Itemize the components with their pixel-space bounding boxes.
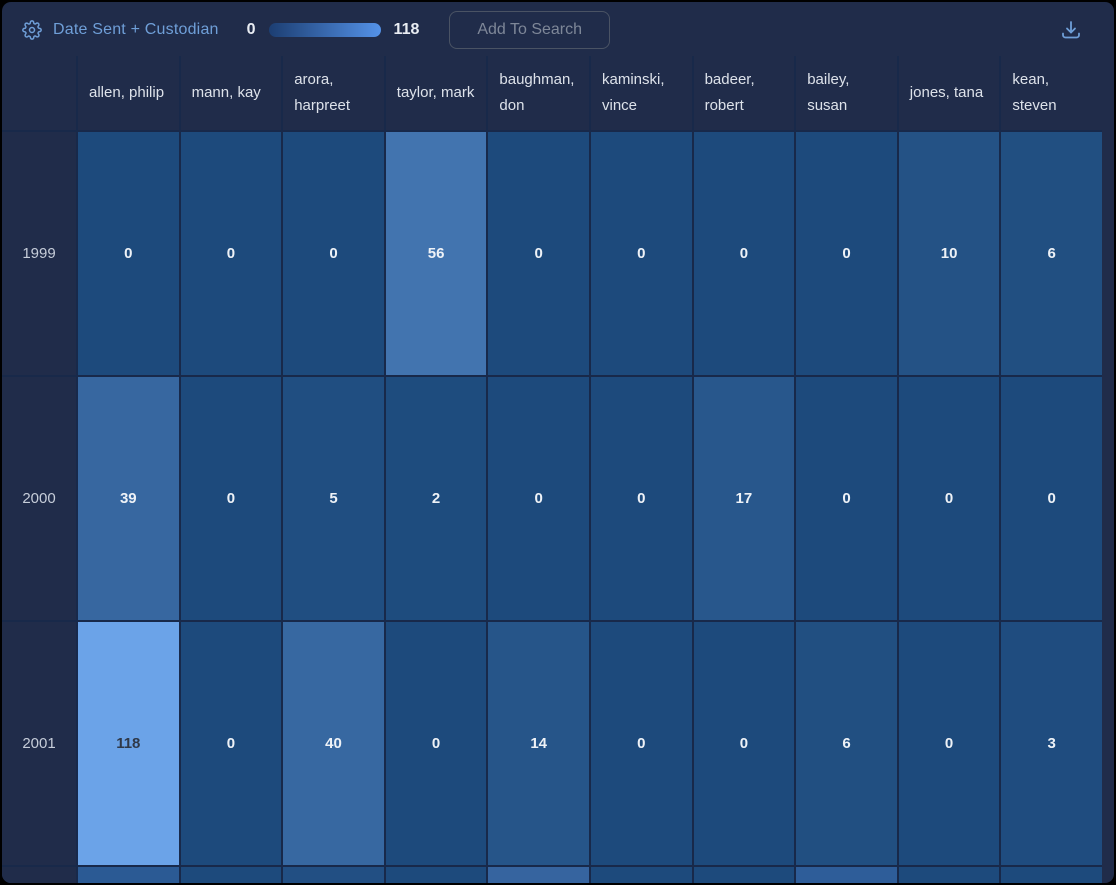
- heatmap-cell-partial[interactable]: [898, 867, 1000, 883]
- legend-min-value: 0: [246, 21, 256, 38]
- heatmap-cell[interactable]: 6: [796, 622, 897, 865]
- column-header-custodian[interactable]: allen, philip: [78, 56, 179, 130]
- download-icon[interactable]: [1058, 17, 1084, 43]
- heatmap-cell[interactable]: 40: [283, 622, 384, 865]
- heatmap-cell[interactable]: 0: [78, 132, 179, 375]
- legend-max-value: 118: [393, 21, 420, 38]
- heatmap-grid: allen, philip mann, kay arora, harpreet tay…: [2, 56, 1102, 883]
- heatmap-cell[interactable]: 0: [488, 132, 589, 375]
- column-header-custodian[interactable]: kaminski, vince: [590, 56, 692, 130]
- heatmap-cell-partial[interactable]: [1001, 867, 1102, 883]
- heatmap-cell[interactable]: 0: [180, 622, 282, 865]
- heatmap-cell[interactable]: 0: [796, 132, 897, 375]
- visualization-config: Date Sent + Custodian: [22, 20, 219, 40]
- heatmap-cell[interactable]: 0: [693, 132, 795, 375]
- heatmap-cell[interactable]: 56: [385, 132, 487, 375]
- heatmap-cell[interactable]: 0: [180, 377, 282, 620]
- heatmap-cell[interactable]: 0: [1001, 377, 1102, 620]
- heatmap-cell[interactable]: 2: [385, 377, 487, 620]
- row-label-partial: [2, 867, 76, 883]
- color-gradient-bar: [268, 23, 381, 37]
- heatmap-cell[interactable]: 0: [796, 377, 897, 620]
- toolbar: Date Sent + Custodian 0 118 Add To Searc…: [2, 2, 1114, 56]
- visualization-title: Date Sent + Custodian: [53, 21, 219, 38]
- heatmap-cell[interactable]: 0: [590, 132, 692, 375]
- heatmap-cell[interactable]: 10: [898, 132, 1000, 375]
- column-header-custodian[interactable]: taylor, mark: [385, 56, 487, 130]
- heatmap-cell-partial[interactable]: [385, 867, 487, 883]
- heatmap-cell[interactable]: 3: [1001, 622, 1102, 865]
- heatmap-cell[interactable]: 0: [488, 377, 589, 620]
- column-header-custodian[interactable]: mann, kay: [180, 56, 282, 130]
- gear-icon[interactable]: [22, 20, 42, 40]
- heatmap-cell[interactable]: 14: [488, 622, 589, 865]
- heatmap-cell-partial[interactable]: [796, 867, 897, 883]
- column-header-custodian[interactable]: badeer, robert: [693, 56, 795, 130]
- column-header-custodian[interactable]: baughman, don: [488, 56, 589, 130]
- heatmap-cell-partial[interactable]: [693, 867, 795, 883]
- heatmap-cell[interactable]: 0: [590, 622, 692, 865]
- heatmap-cell[interactable]: 0: [180, 132, 282, 375]
- heatmap-cell[interactable]: 0: [590, 377, 692, 620]
- column-header-custodian[interactable]: kean, steven: [1001, 56, 1102, 130]
- heatmap-cell-partial[interactable]: [78, 867, 179, 883]
- heatmap-cell[interactable]: 118: [78, 622, 179, 865]
- column-header-custodian[interactable]: bailey, susan: [796, 56, 897, 130]
- column-header-custodian[interactable]: jones, tana: [898, 56, 1000, 130]
- color-scale-legend: 0 118: [247, 21, 420, 39]
- heatmap-cell-partial[interactable]: [180, 867, 282, 883]
- heatmap-cell-partial[interactable]: [283, 867, 384, 883]
- heatmap-cell[interactable]: 39: [78, 377, 179, 620]
- heatmap-cell[interactable]: 0: [385, 622, 487, 865]
- heatmap-cell[interactable]: 0: [898, 622, 1000, 865]
- heatmap-cell[interactable]: 5: [283, 377, 384, 620]
- row-label-year[interactable]: 1999: [2, 132, 76, 375]
- heatmap-cell[interactable]: 6: [1001, 132, 1102, 375]
- heatmap-cell[interactable]: 0: [898, 377, 1000, 620]
- heatmap-cell-partial[interactable]: [488, 867, 589, 883]
- heatmap-cell[interactable]: 0: [693, 622, 795, 865]
- heatmap-cell-partial[interactable]: [590, 867, 692, 883]
- grid-corner-spacer: [2, 56, 76, 130]
- row-label-year[interactable]: 2001: [2, 622, 76, 865]
- heatmap-cell[interactable]: 0: [283, 132, 384, 375]
- add-to-search-button[interactable]: Add To Search: [449, 11, 611, 49]
- row-label-year[interactable]: 2000: [2, 377, 76, 620]
- column-header-custodian[interactable]: arora, harpreet: [283, 56, 384, 130]
- heatmap-cell[interactable]: 17: [693, 377, 795, 620]
